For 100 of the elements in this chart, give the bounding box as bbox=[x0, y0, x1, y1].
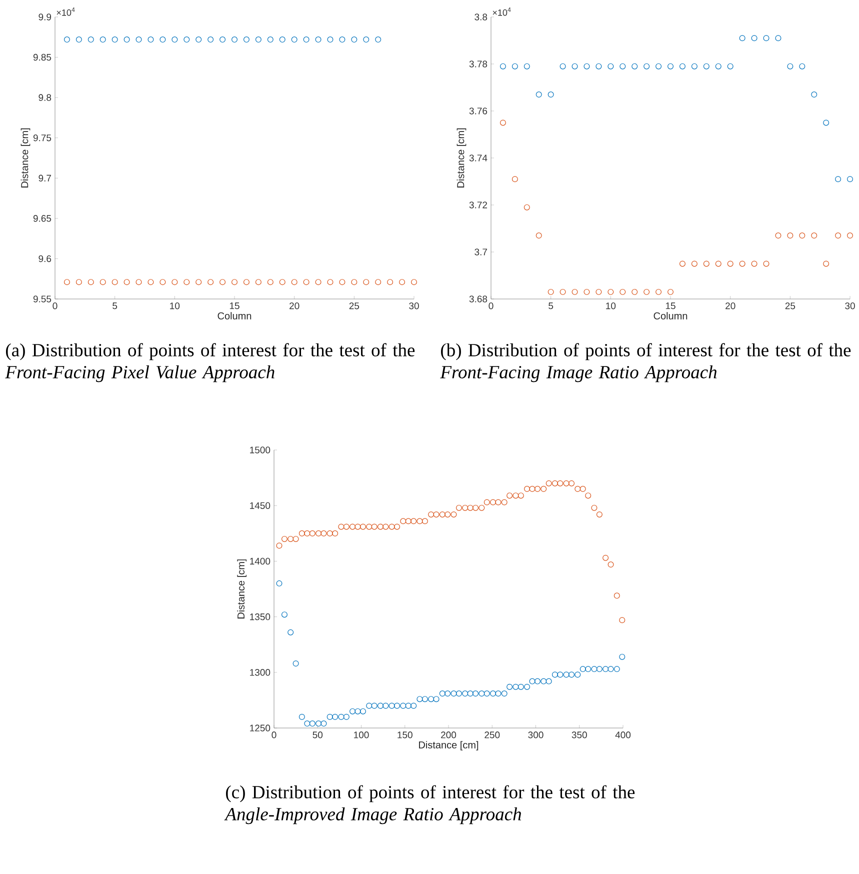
x-tick-label: 350 bbox=[572, 732, 588, 738]
point bbox=[644, 63, 650, 70]
point bbox=[692, 260, 698, 267]
y-tick-label: 9.75 bbox=[34, 134, 52, 142]
text: ×10$^{4}$ bbox=[493, 8, 511, 16]
y-tick-label: 1400 bbox=[250, 558, 270, 565]
point bbox=[740, 35, 746, 42]
y-tick-label: 9.8 bbox=[38, 94, 52, 101]
y-tick-label: 3.72 bbox=[470, 202, 488, 208]
point bbox=[728, 260, 734, 267]
point bbox=[775, 232, 782, 239]
y-tick-label: 1450 bbox=[250, 502, 270, 509]
point bbox=[692, 63, 698, 70]
y-tick-label: 3.74 bbox=[470, 154, 488, 162]
x-tick-label: 250 bbox=[484, 732, 500, 738]
x-tick-label: 0 bbox=[52, 302, 58, 310]
text: (c) Distribution of points of interest for the test of the Angle-Improved Image Ratio Approach bbox=[224, 785, 635, 824]
y-axis-title: Distance [cm] bbox=[237, 559, 247, 618]
x-axis-title: Distance [cm] bbox=[419, 741, 478, 750]
y-tick-label: 1300 bbox=[250, 669, 270, 676]
point bbox=[751, 35, 758, 42]
x-tick-label: 15 bbox=[230, 302, 240, 310]
point bbox=[763, 260, 770, 267]
y-tick-label: 1350 bbox=[250, 613, 270, 620]
x-tick-label: 25 bbox=[786, 302, 796, 310]
y-tick-label: 1500 bbox=[250, 446, 270, 454]
x-tick-label: 30 bbox=[845, 302, 856, 310]
point bbox=[811, 92, 818, 98]
point bbox=[524, 63, 530, 70]
x-tick-label: 20 bbox=[726, 302, 736, 310]
y-tick-label: 3.8 bbox=[474, 14, 488, 20]
y-tick-label: 3.7 bbox=[474, 248, 488, 256]
point bbox=[668, 288, 674, 295]
x-axis-title: Column bbox=[218, 312, 252, 320]
point bbox=[584, 288, 590, 295]
point bbox=[787, 63, 794, 70]
point bbox=[524, 204, 530, 210]
y-tick-label: 3.68 bbox=[470, 296, 488, 302]
point bbox=[620, 63, 626, 70]
x-axis-title: Column bbox=[654, 312, 688, 320]
y-tick-label: 9.55 bbox=[34, 296, 52, 302]
point bbox=[512, 63, 518, 70]
point bbox=[704, 63, 710, 70]
x-tick-label: 0 bbox=[272, 732, 276, 738]
point bbox=[500, 63, 506, 70]
point bbox=[644, 288, 650, 295]
point bbox=[716, 63, 722, 70]
point bbox=[596, 288, 602, 295]
x-tick-label: 400 bbox=[615, 732, 631, 738]
y-tick-label: 9.7 bbox=[38, 174, 52, 182]
point bbox=[787, 232, 794, 239]
point bbox=[656, 63, 662, 70]
x-tick-label: 10 bbox=[606, 302, 616, 310]
text: ×10$^{4}$ bbox=[57, 8, 75, 16]
point bbox=[835, 232, 842, 239]
x-tick-label: 300 bbox=[528, 732, 544, 738]
x-tick-label: 50 bbox=[312, 732, 323, 738]
text: (a) Distribution of points of interest for the test of the Front-Facing Pixel Value Approach bbox=[5, 343, 415, 382]
point bbox=[799, 232, 806, 239]
point bbox=[584, 63, 590, 70]
point bbox=[799, 63, 806, 70]
point bbox=[596, 63, 602, 70]
y-tick-label: 9.85 bbox=[34, 54, 52, 61]
point bbox=[823, 120, 830, 126]
point bbox=[847, 232, 854, 239]
point bbox=[668, 63, 674, 70]
x-tick-label: 0 bbox=[488, 302, 494, 310]
point bbox=[716, 260, 722, 267]
x-tick-label: 25 bbox=[350, 302, 360, 310]
point bbox=[608, 288, 614, 295]
point bbox=[811, 232, 818, 239]
point bbox=[548, 92, 554, 98]
point bbox=[763, 35, 770, 42]
point bbox=[572, 288, 578, 295]
point bbox=[512, 176, 518, 182]
point bbox=[620, 288, 626, 295]
point bbox=[632, 63, 638, 70]
x-tick-label: 30 bbox=[409, 302, 420, 310]
point bbox=[560, 288, 566, 295]
x-tick-label: 100 bbox=[354, 732, 369, 738]
point bbox=[608, 63, 614, 70]
point bbox=[560, 63, 566, 70]
y-tick-label: 9.6 bbox=[38, 255, 52, 262]
point bbox=[632, 288, 638, 295]
point bbox=[835, 176, 842, 182]
y-tick-label: 3.78 bbox=[470, 60, 488, 68]
y-tick-label: 3.76 bbox=[470, 108, 488, 114]
point bbox=[847, 176, 854, 182]
x-tick-label: 10 bbox=[170, 302, 180, 310]
y-tick-label: 9.65 bbox=[34, 215, 52, 222]
point bbox=[823, 260, 830, 267]
y-axis-title: Distance [cm] bbox=[21, 128, 30, 188]
x-tick-label: 200 bbox=[441, 732, 456, 738]
point bbox=[572, 63, 578, 70]
point bbox=[680, 63, 686, 70]
y-tick-label: 9.9 bbox=[38, 14, 52, 20]
point bbox=[536, 92, 542, 98]
point bbox=[728, 63, 734, 70]
point bbox=[775, 35, 782, 42]
x-tick-label: 20 bbox=[290, 302, 300, 310]
